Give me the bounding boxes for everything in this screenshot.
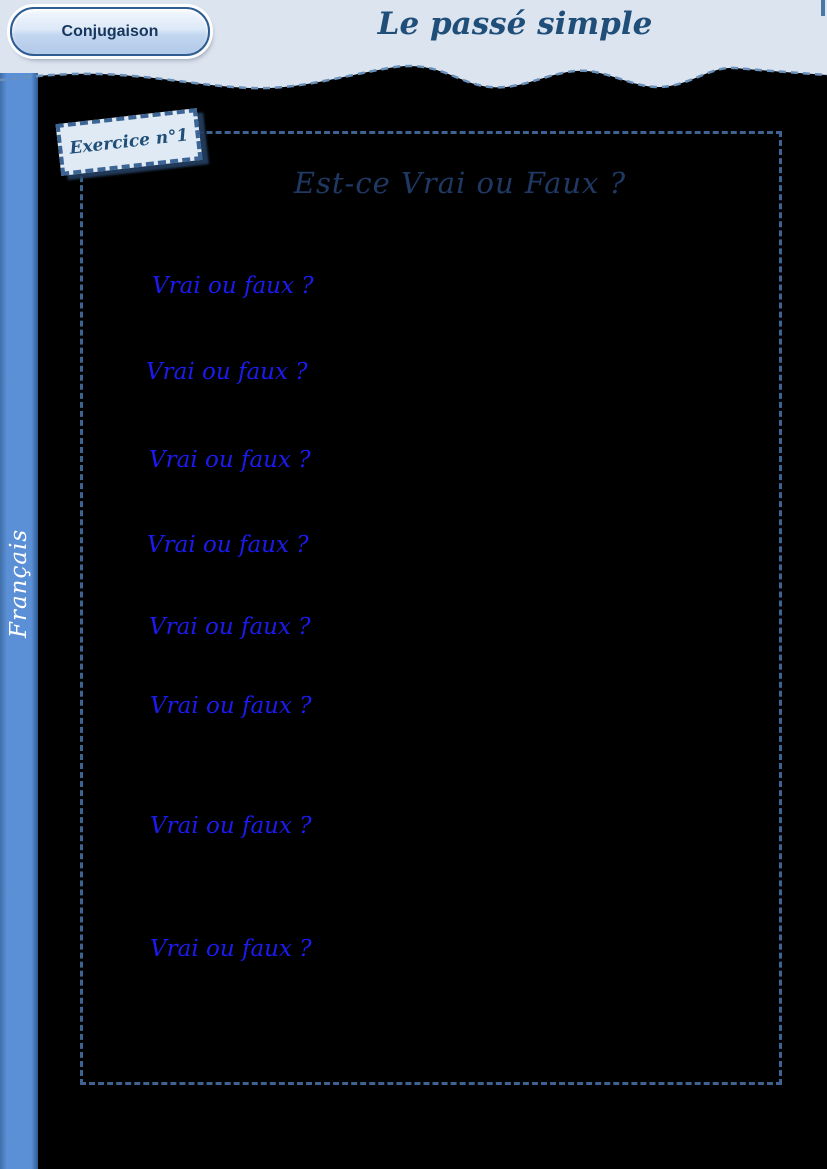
exercise-number-text: Exercice n°1 bbox=[68, 125, 190, 159]
vrai-ou-faux-prompt: Vrai ou faux ? bbox=[150, 813, 312, 839]
page-title: Le passé simple bbox=[377, 6, 653, 42]
vrai-ou-faux-prompt: Vrai ou faux ? bbox=[152, 273, 314, 299]
vrai-ou-faux-prompt: Vrai ou faux ? bbox=[146, 359, 308, 385]
conjugaison-badge-label: Conjugaison bbox=[61, 22, 159, 40]
vrai-ou-faux-prompt: Vrai ou faux ? bbox=[149, 447, 311, 473]
vrai-ou-faux-prompt: Vrai ou faux ? bbox=[149, 614, 311, 640]
sidebar-francais: Français bbox=[0, 73, 38, 1169]
vrai-ou-faux-prompt: Vrai ou faux ? bbox=[147, 532, 309, 558]
exercise-heading: Est-ce Vrai ou Faux ? bbox=[293, 166, 627, 200]
vrai-ou-faux-prompt: Vrai ou faux ? bbox=[150, 936, 312, 962]
exercise-frame bbox=[80, 131, 782, 1085]
conjugaison-badge-button[interactable]: Conjugaison bbox=[10, 7, 210, 56]
vrai-ou-faux-prompt: Vrai ou faux ? bbox=[150, 693, 312, 719]
page-edge-dashes bbox=[821, 0, 825, 16]
sidebar-label: Français bbox=[6, 528, 32, 638]
